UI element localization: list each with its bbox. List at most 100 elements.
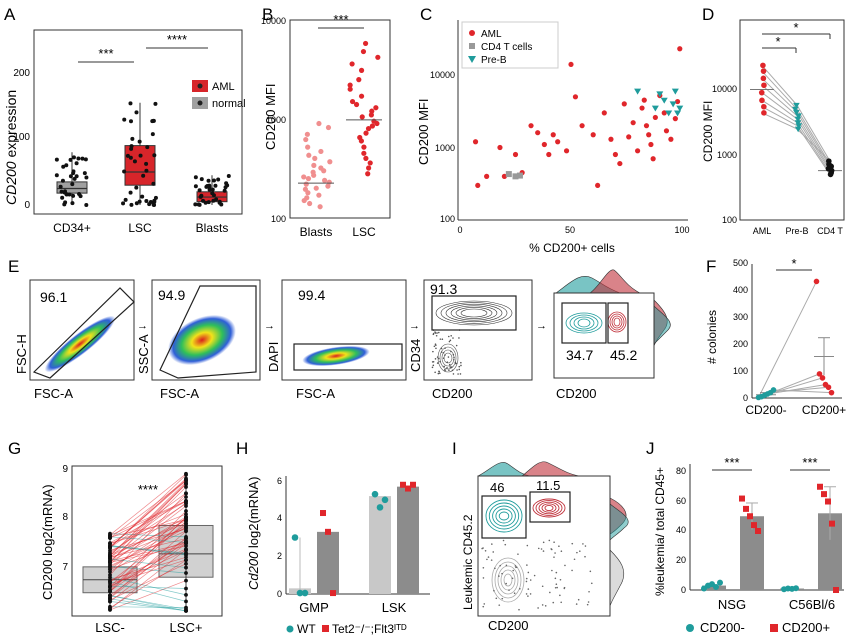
data-point [150, 119, 155, 124]
pair-line [109, 598, 187, 612]
pair-line [758, 281, 817, 398]
pair-line [109, 545, 187, 554]
contour-red [541, 503, 557, 513]
panel-d-sig-2: * [793, 20, 798, 35]
panel-i-xlabel: CD200 [488, 618, 528, 633]
data-point-aml [590, 132, 596, 138]
event [529, 593, 532, 595]
data-point [70, 201, 75, 206]
data-point-aml [646, 132, 652, 138]
data-point [58, 184, 63, 189]
panel-h-plot [289, 481, 419, 597]
data-point [54, 173, 59, 178]
event [436, 332, 438, 334]
event [442, 357, 445, 360]
panel-a-frame [33, 29, 243, 215]
pair-line [109, 536, 187, 543]
data-point [132, 159, 137, 164]
panel-label-i: I [452, 439, 457, 458]
data-point-aml [535, 130, 541, 136]
data-point-Blasts [325, 183, 331, 189]
flow-plot-1-xlabel: FSC-A [34, 386, 73, 401]
pair-line [109, 545, 187, 563]
data-point [184, 565, 188, 570]
data-point [193, 202, 198, 207]
data-point-LSC [363, 155, 369, 161]
panel-f-ytick-1: 100 [733, 366, 748, 376]
data-point-LSC [375, 54, 381, 60]
pair-line [109, 483, 187, 557]
event [527, 595, 529, 597]
data-point [184, 543, 188, 548]
flow-arrow-3: → [409, 320, 420, 332]
pair-line [109, 585, 187, 589]
panel-b-xtick-0: Blasts [300, 225, 333, 239]
event [436, 356, 439, 358]
event [432, 350, 434, 353]
histogram-red-top [589, 269, 641, 294]
panel-b-ytick-0: 100 [271, 214, 286, 224]
panel-c-xtick-0: 0 [457, 225, 462, 235]
box-CD34+ [56, 181, 88, 194]
panel-a-sig-1: *** [98, 46, 113, 61]
panel-j-ylabel: %leukemia/ total CD45+ [653, 467, 667, 596]
data-point-Blasts [303, 181, 309, 187]
pair-line [109, 566, 187, 574]
pair-line [109, 473, 187, 536]
pair-line [109, 519, 187, 538]
pair-line [109, 502, 187, 561]
data-point-mut [325, 528, 331, 535]
bar-WT-LSK [369, 496, 391, 594]
data-point-Blasts [301, 174, 307, 180]
event [452, 337, 454, 339]
panel-c-legend-aml: AML [481, 29, 502, 40]
pair-line [109, 481, 187, 556]
panel-a-xtick-0: CD34+ [53, 221, 91, 235]
data-point [134, 185, 139, 190]
data-point [128, 101, 133, 106]
data-point [125, 153, 130, 158]
flow-plot-1-gate-value: 96.1 [40, 289, 67, 305]
pair-line [773, 389, 832, 394]
data-point [184, 547, 188, 552]
data-point-Blasts [317, 204, 323, 210]
event [542, 550, 545, 552]
event [590, 582, 593, 585]
pair-line [761, 99, 798, 123]
flow-plot-5-xlabel: CD200 [556, 386, 596, 401]
pair-line [770, 386, 829, 394]
data-point-aml [759, 97, 765, 104]
contour-teal [485, 499, 523, 533]
panel-label-h: H [236, 439, 248, 458]
event [458, 368, 461, 371]
panel-c-legend-cd4-mark [469, 43, 475, 49]
flow-plot-5-gate-2 [607, 302, 629, 344]
contour-teal [569, 314, 599, 332]
data-point-Blasts [311, 172, 317, 178]
bar-Tet2⁻/⁻;Flt3ᴵᵀᴰ-LSK [397, 486, 419, 594]
flow-plot-2-gate [159, 285, 257, 379]
data-point-pos [817, 483, 823, 490]
data-point-preb [671, 88, 679, 95]
data-point [140, 194, 145, 199]
data-point-preb [793, 109, 800, 116]
data-point-pos [833, 587, 839, 593]
data-point-aml [501, 173, 507, 179]
event [588, 590, 590, 593]
data-point [74, 161, 79, 166]
data-point [80, 156, 85, 161]
data-point-aml [626, 134, 632, 140]
data-point-aml [661, 110, 667, 116]
event [560, 550, 563, 553]
panel-j-legend-neg-mark [686, 624, 694, 632]
event [553, 556, 555, 558]
data-point [108, 587, 112, 592]
contour-red [611, 315, 623, 329]
event [456, 369, 458, 371]
data-point-aml [761, 103, 767, 110]
data-point [197, 188, 202, 193]
panel-b-ytick-2: 10000 [261, 16, 286, 26]
contour [439, 346, 457, 370]
event [554, 577, 557, 580]
event [450, 350, 452, 353]
